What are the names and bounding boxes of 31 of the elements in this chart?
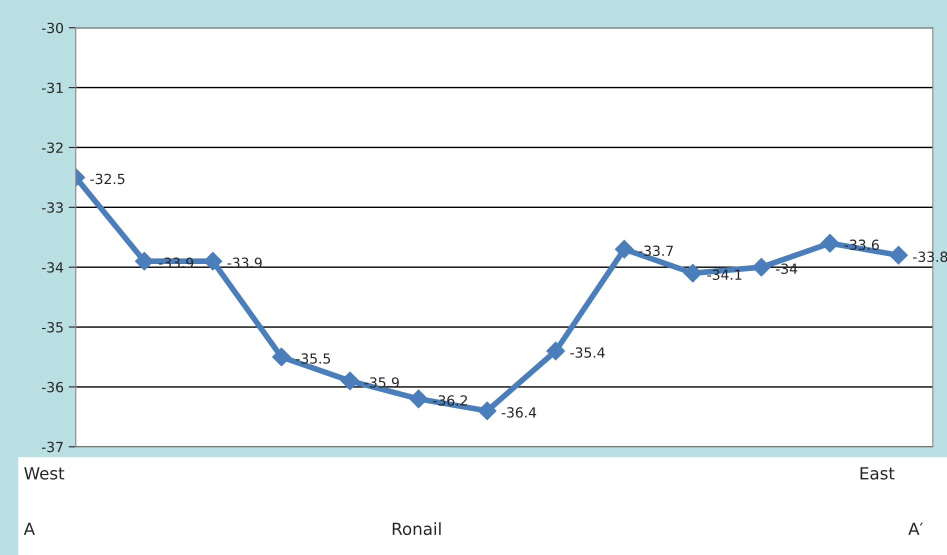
data-label: -35.4: [570, 347, 605, 358]
data-label: -33.7: [638, 246, 673, 256]
point: [409, 390, 428, 408]
point: [546, 342, 566, 360]
point: [340, 372, 360, 390]
text: East: [860, 467, 895, 480]
data-label: -33.9: [227, 258, 262, 268]
data-label: -36.4: [502, 407, 536, 418]
y-tick-label: -36: [42, 382, 64, 392]
text: West: [24, 467, 64, 480]
point: [683, 264, 702, 283]
point: [272, 348, 291, 366]
point: [752, 258, 771, 277]
data-label: -32.5: [90, 174, 124, 184]
point: [478, 402, 496, 420]
point: [820, 234, 840, 253]
text: A: [24, 522, 35, 535]
data-label: -33.8: [913, 252, 947, 262]
data-label: -35.9: [364, 377, 399, 388]
y-tick-label: -30: [42, 22, 64, 34]
point: [614, 240, 634, 259]
point: [889, 246, 908, 265]
y-tick-label: -32: [42, 142, 63, 153]
data-label: -35.5: [296, 353, 330, 364]
y-tick-label: -35: [42, 322, 63, 333]
y-tick-label: -33: [42, 202, 63, 213]
y-tick-label: -37: [42, 442, 63, 452]
y-tick-label: -34: [42, 262, 64, 273]
text: A′: [908, 522, 923, 535]
y-tick-label: -31: [42, 82, 63, 94]
text: Ronail: [392, 522, 441, 536]
